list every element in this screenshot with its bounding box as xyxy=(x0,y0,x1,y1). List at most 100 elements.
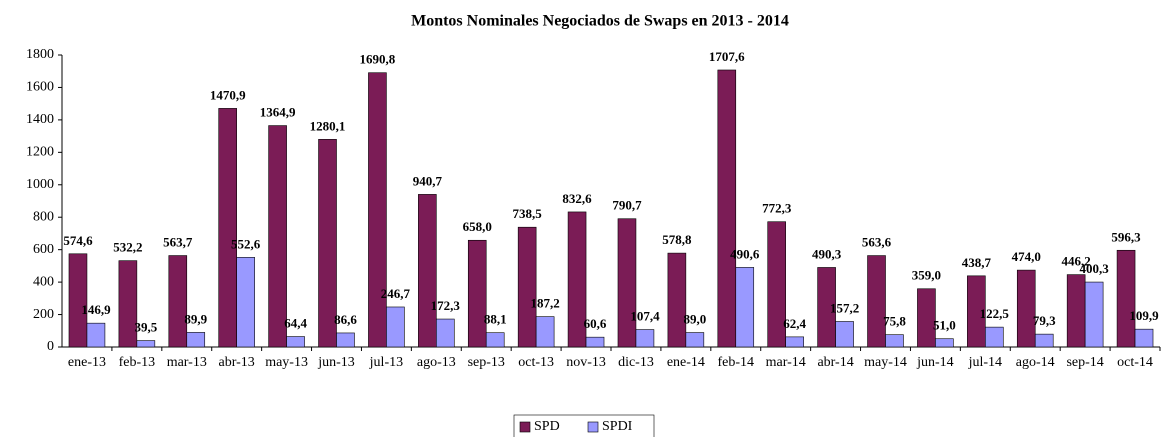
value-label: 60,6 xyxy=(584,316,607,331)
value-label: 596,3 xyxy=(1111,229,1141,244)
y-tick-label: 1400 xyxy=(26,112,54,127)
value-label: 187,2 xyxy=(530,296,559,311)
x-tick-label: dic-13 xyxy=(618,355,654,370)
bar xyxy=(1134,328,1154,348)
y-tick-label: 0 xyxy=(47,339,54,354)
value-label: 490,6 xyxy=(730,246,760,261)
bar xyxy=(118,260,138,348)
x-tick-label: sep-13 xyxy=(468,355,505,370)
bar xyxy=(735,267,755,348)
value-label: 62,4 xyxy=(783,316,806,331)
value-label: 146,9 xyxy=(81,302,111,317)
bar xyxy=(617,218,637,348)
value-label: 574,6 xyxy=(63,233,93,248)
x-tick-label: nov-13 xyxy=(566,355,606,370)
value-label: 51,0 xyxy=(933,318,956,333)
x-tick-label: jul-14 xyxy=(968,355,1002,370)
x-tick-label: abr-14 xyxy=(817,355,853,370)
bar xyxy=(567,211,587,348)
legend-label: SPDI xyxy=(602,419,633,434)
value-label: 490,3 xyxy=(812,246,842,261)
value-label: 790,7 xyxy=(612,198,642,213)
bar xyxy=(418,194,437,348)
value-label: 359,0 xyxy=(912,268,941,283)
bar xyxy=(967,275,986,348)
value-label: 246,7 xyxy=(381,286,411,301)
bar xyxy=(867,255,886,348)
x-tick-label: ene-13 xyxy=(68,355,106,370)
y-tick-label: 600 xyxy=(33,242,54,257)
value-label: 88,1 xyxy=(484,312,507,327)
x-tick-label: mar-14 xyxy=(766,355,806,370)
value-label: 157,2 xyxy=(830,300,859,315)
bar xyxy=(268,125,287,348)
x-tick-label: ago-13 xyxy=(417,355,456,370)
legend-swatch xyxy=(519,421,531,433)
bar xyxy=(835,321,854,348)
value-label: 1470,9 xyxy=(210,87,246,102)
value-label: 109,9 xyxy=(1129,308,1159,323)
value-label: 89,0 xyxy=(683,312,706,327)
value-label: 446,2 xyxy=(1062,254,1091,269)
value-label: 940,7 xyxy=(413,173,443,188)
y-tick-label: 400 xyxy=(33,274,54,289)
x-tick-label: jun-14 xyxy=(916,355,954,370)
value-label: 1364,9 xyxy=(260,105,296,120)
bar xyxy=(585,336,605,348)
value-label: 578,8 xyxy=(662,232,692,247)
bar xyxy=(885,334,904,348)
value-label: 122,5 xyxy=(980,306,1010,321)
x-tick-label: may-13 xyxy=(265,355,308,370)
bar xyxy=(336,332,355,348)
x-tick-label: jul-13 xyxy=(369,355,403,370)
bar xyxy=(635,329,655,348)
y-tick-label: 200 xyxy=(33,307,54,322)
bar xyxy=(767,221,786,348)
bar xyxy=(785,336,804,348)
value-label: 438,7 xyxy=(962,255,992,270)
legend-swatch xyxy=(587,421,599,433)
bar xyxy=(535,316,555,348)
bar xyxy=(218,108,237,348)
bar xyxy=(717,69,737,348)
value-label: 532,2 xyxy=(113,240,142,255)
y-tick-label: 1800 xyxy=(26,47,54,62)
bar xyxy=(1066,274,1086,348)
value-label: 552,6 xyxy=(231,236,261,251)
y-tick-label: 800 xyxy=(33,209,54,224)
value-label: 658,0 xyxy=(463,219,492,234)
chart-title: Montos Nominales Negociados de Swaps en … xyxy=(411,13,789,30)
value-label: 832,6 xyxy=(562,191,592,206)
bar xyxy=(935,338,954,348)
bar xyxy=(817,267,836,348)
value-label: 86,6 xyxy=(334,312,357,327)
bar xyxy=(286,336,305,348)
x-tick-label: ago-14 xyxy=(1016,355,1055,370)
value-label: 107,4 xyxy=(630,309,660,324)
bar xyxy=(667,252,687,348)
bar xyxy=(485,332,505,348)
bar xyxy=(917,288,936,348)
bar xyxy=(685,332,705,348)
value-label: 400,3 xyxy=(1079,261,1109,276)
bar xyxy=(68,253,88,348)
value-label: 474,0 xyxy=(1012,249,1041,264)
legend-label: SPD xyxy=(534,419,560,434)
value-label: 75,8 xyxy=(883,314,906,329)
x-tick-label: ene-14 xyxy=(667,355,705,370)
bar xyxy=(368,72,387,348)
x-tick-label: jun-13 xyxy=(317,355,355,370)
bar xyxy=(168,255,188,348)
bar xyxy=(186,332,206,348)
x-tick-label: feb-14 xyxy=(717,355,754,370)
bar xyxy=(985,326,1004,348)
value-label: 79,3 xyxy=(1033,313,1056,328)
x-tick-label: mar-13 xyxy=(167,355,207,370)
value-label: 1280,1 xyxy=(310,118,346,133)
bar xyxy=(1116,249,1136,348)
bar xyxy=(436,318,455,348)
value-label: 563,7 xyxy=(163,235,193,250)
bar xyxy=(386,306,405,348)
bar xyxy=(318,139,337,348)
